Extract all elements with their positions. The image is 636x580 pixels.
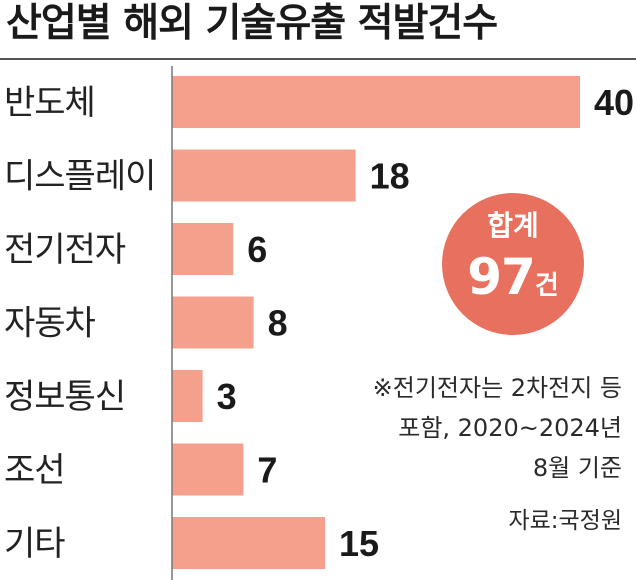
footnote-line-2: 포함, 2020~2024년 (398, 414, 622, 442)
total-value: 97 (467, 248, 536, 306)
category-label: 자동차 (4, 304, 96, 344)
category-label: 반도체 (4, 83, 95, 123)
value-label: 15 (339, 523, 379, 564)
value-label: 3 (217, 376, 237, 417)
bar-2 (172, 149, 356, 202)
footnote-line-1: ※전기전자는 2차전지 등 (372, 374, 622, 402)
category-label: 정보통신 (4, 377, 125, 417)
title-divider (0, 58, 636, 60)
total-badge: 합계 97건 (442, 193, 584, 335)
bar-5 (172, 370, 203, 422)
value-label: 6 (247, 229, 267, 270)
footnote-line-3: 8월 기준 (532, 454, 622, 482)
category-label: 기타 (4, 524, 65, 564)
total-unit: 건 (534, 271, 559, 301)
category-label: 전기전자 (4, 230, 126, 270)
bar-3 (172, 223, 234, 275)
footnote: ※전기전자는 2차전지 등 포함, 2020~2024년 8월 기준 (292, 368, 622, 488)
value-label: 7 (257, 450, 277, 491)
total-value-row: 97건 (442, 247, 584, 319)
chart-title: 산업별 해외 기술유출 적발건수 (6, 1, 498, 46)
total-label: 합계 (487, 209, 539, 242)
category-label: 조선 (4, 451, 65, 491)
value-label: 8 (268, 303, 288, 344)
category-label: 디스플레이 (4, 157, 155, 197)
bar-4 (172, 296, 254, 349)
bar-6 (172, 443, 244, 496)
source-credit: 자료:국정원 (508, 508, 622, 534)
value-label: 18 (370, 156, 410, 197)
bar-1 (172, 76, 580, 128)
bar-7 (172, 517, 325, 569)
value-label: 40 (594, 82, 634, 123)
